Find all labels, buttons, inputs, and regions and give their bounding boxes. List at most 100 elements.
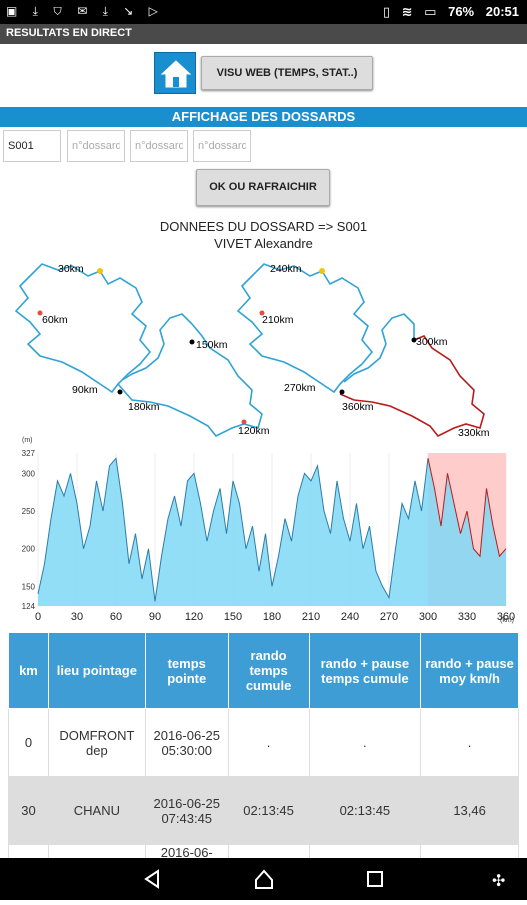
checkpoint-marker (117, 389, 123, 395)
x-unit-label: (km) (500, 617, 514, 624)
y-tick-label: 124 (22, 602, 36, 611)
y-tick-label: 250 (22, 507, 36, 516)
table-cell: . (420, 708, 519, 777)
route-line-right-done (339, 335, 485, 438)
app-title: RESULTATS EN DIRECT (0, 24, 527, 44)
x-tick-label: 270 (380, 611, 398, 623)
elevation-chart: 124 150 200 250 300 327 0 30 60 90 120 150 180 210 24… (22, 437, 516, 624)
map-label: 360km (342, 401, 374, 413)
runner-name: VIVET Alexandre (214, 236, 313, 251)
map-label: 60km (42, 314, 68, 326)
x-tick-label: 150 (224, 611, 242, 623)
wifi-icon: ≋ (401, 4, 413, 19)
checkpoint-marker (319, 268, 325, 274)
y-tick-label: 200 (22, 545, 36, 554)
col-header-km: km (8, 632, 49, 709)
top-toolbar: VISU WEB (TEMPS, STAT..) (0, 50, 527, 100)
x-tick-label: 120 (185, 611, 203, 623)
x-tick-label: 0 (35, 611, 41, 623)
map-label: 180km (128, 401, 160, 413)
checkpoint-marker (37, 310, 43, 316)
dossard-input-2[interactable] (67, 130, 125, 162)
checkpoint-marker (189, 339, 195, 345)
x-tick-label: 60 (110, 611, 122, 623)
dossard-info: DONNEES DU DOSSARD => S001 VIVET Alexand… (0, 218, 527, 252)
svg-text:✣: ✣ (492, 871, 505, 890)
x-tick-label: 210 (302, 611, 320, 623)
x-tick-label: 90 (149, 611, 161, 623)
checkpoint-marker (97, 268, 103, 274)
elevation-line (37, 457, 429, 602)
y-tick-label: 150 (22, 582, 36, 591)
dossard-id-line: DONNEES DU DOSSARD => S001 (159, 219, 368, 234)
map-label: 300km (416, 336, 448, 348)
elevation-area (38, 458, 506, 606)
status-bar: ▣ ⤓ ⛉ ✉ ⤓ ↘ ▷ ▯ ≋ ▭ 76% 20:51 (0, 0, 527, 24)
results-table: km lieu pointage temps pointe rando temp… (8, 632, 519, 865)
map-label: 210km (262, 314, 294, 326)
more-icon[interactable]: ✣ (492, 871, 505, 890)
route-line-left-east (117, 313, 263, 438)
y-tick-label: 327 (22, 449, 36, 458)
map-label: 330km (458, 427, 490, 439)
route-line-left (14, 263, 152, 394)
home-button[interactable] (154, 52, 196, 94)
refresh-button[interactable]: OK OU RAFRAICHIR (196, 169, 330, 206)
map-label: 90km (72, 384, 98, 396)
dossard-input-4[interactable] (193, 130, 251, 162)
table-cell: 02:13:45 (227, 776, 310, 845)
nav-bar: ✣ (0, 858, 527, 900)
home-nav-icon[interactable] (255, 869, 273, 889)
x-tick-label: 30 (71, 611, 83, 623)
col-header-lieu: lieu pointage (47, 632, 146, 709)
table-row: 30 CHANU 2016-06-25 07:43:45 02:13:45 02:13:… (8, 776, 519, 845)
table-cell: 30 (8, 776, 49, 845)
table-cell: DOMFRONT dep (47, 708, 146, 777)
visu-web-button[interactable]: VISU WEB (TEMPS, STAT..) (201, 56, 373, 90)
map-label: 240km (270, 263, 302, 275)
x-tick-label: 180 (263, 611, 281, 623)
x-tick-label: 360 (497, 611, 515, 623)
checkpoint-marker (411, 337, 417, 343)
table-cell: CHANU (47, 776, 146, 845)
table-cell: 0 (8, 708, 49, 777)
dossard-input-1[interactable] (3, 130, 61, 162)
y-axis-ticks: 124 150 200 250 300 327 (22, 449, 36, 611)
notification-icons: ▣ ⤓ ⛉ ✉ ⤓ ↘ ▷ (6, 4, 164, 18)
col-header-temps: temps pointe (144, 632, 229, 709)
table-cell: 2016-06-25 05:30:00 (144, 708, 229, 777)
table-cell: 02:13:45 (308, 776, 422, 845)
left-route-map: 30km 60km 90km 120km 150km 180km (14, 263, 270, 438)
back-icon[interactable] (144, 869, 159, 889)
map-label: 30km (58, 263, 84, 275)
col-header-rando: rando temps cumule (227, 632, 310, 709)
checkpoint-marker (259, 310, 265, 316)
map-label: 120km (238, 425, 270, 437)
elevation-line-completed (427, 458, 507, 558)
home-icon (160, 60, 192, 88)
checkpoint-marker (339, 389, 345, 395)
dossard-input-3[interactable] (130, 130, 188, 162)
section-title: AFFICHAGE DES DOSSARDS (0, 107, 527, 127)
x-tick-label: 300 (419, 611, 437, 623)
clock: 20:51 (485, 4, 519, 19)
x-tick-label: 240 (341, 611, 359, 623)
col-header-rando-pause: rando + pause temps cumule (308, 632, 422, 709)
map-label: 270km (284, 382, 316, 394)
col-header-moy: rando + pause moy km/h (420, 632, 519, 709)
table-cell: 2016-06-25 07:43:45 (144, 776, 229, 845)
recents-icon[interactable] (367, 871, 383, 887)
route-line-right (236, 263, 374, 394)
table-cell: . (308, 708, 422, 777)
status-right: ▯ ≋ ▭ 76% 20:51 (375, 4, 519, 20)
table-header-row: km lieu pointage temps pointe rando temp… (8, 632, 519, 709)
y-unit-label: (m) (22, 437, 33, 444)
checkpoint-marker (241, 419, 247, 425)
right-route-map: 240km 210km 270km 360km 330km 300km (236, 263, 490, 439)
x-tick-label: 330 (458, 611, 476, 623)
route-line-right-east (343, 313, 415, 383)
vibrate-icon: ▯ (382, 4, 391, 19)
y-tick-label: 300 (22, 469, 36, 478)
route-map: 30km 60km 90km 120km 150km 180km 240km 2… (14, 263, 490, 439)
table-cell: 13,46 (420, 776, 519, 845)
